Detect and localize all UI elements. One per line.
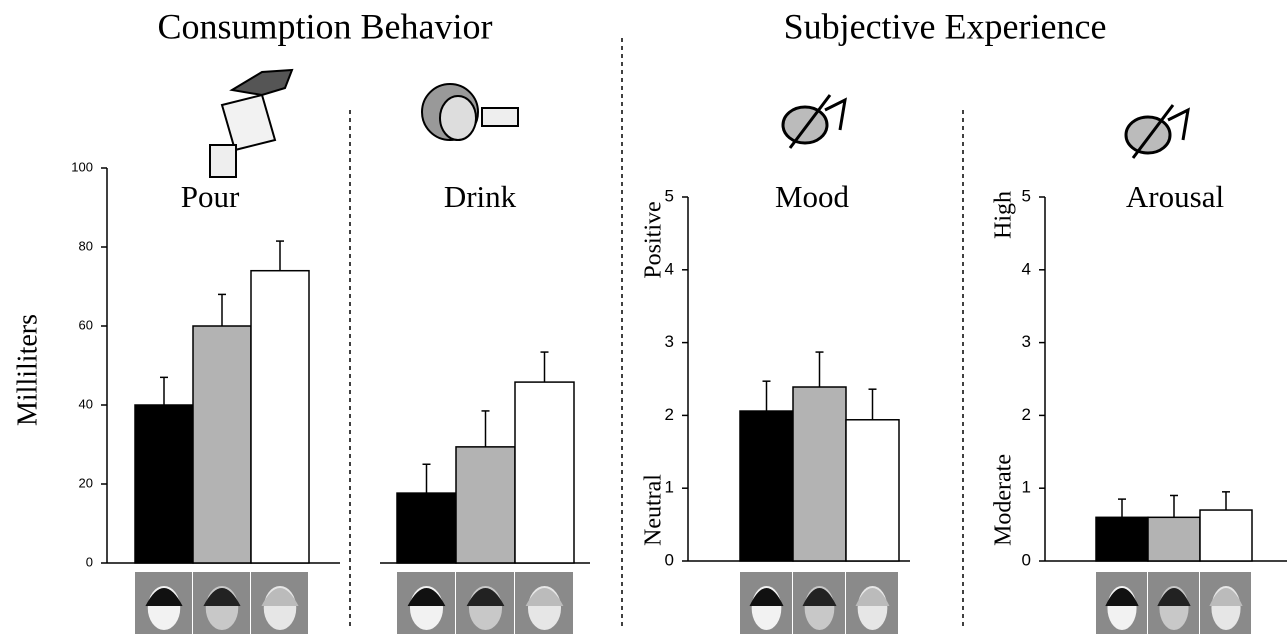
y-tick-label: 4: [665, 259, 674, 278]
y-tick-label: 3: [665, 332, 674, 351]
bar: [1095, 516, 1149, 562]
y-tick-label: 20: [79, 475, 93, 490]
y-tick-label: 40: [79, 396, 93, 411]
y-tick-label: 0: [86, 554, 93, 569]
pen-icon: [781, 94, 847, 149]
bar: [1199, 509, 1253, 562]
section-heading: Subjective Experience: [784, 6, 1107, 46]
bar: [845, 419, 900, 562]
bar: [1147, 516, 1201, 562]
hair: [407, 588, 446, 606]
hair: [802, 588, 837, 606]
bar: [792, 386, 847, 562]
bar: [250, 269, 310, 564]
bar: [396, 492, 457, 564]
y-tick-label: 80: [79, 238, 93, 253]
y-axis-label: Neutral: [641, 474, 667, 546]
y-axis-label: High: [991, 191, 1017, 239]
pour-icon: [209, 68, 294, 178]
panel-title: Arousal: [1126, 179, 1224, 214]
drink-icon: [421, 83, 519, 141]
y-tick-label: 2: [665, 405, 674, 424]
section-heading: Consumption Behavior: [158, 6, 493, 46]
y-tick-label: 5: [665, 186, 674, 205]
y-tick-label: 1: [1022, 478, 1031, 497]
y-axis-label: Moderate: [991, 454, 1017, 546]
y-tick-label: 100: [71, 159, 93, 174]
bar: [134, 404, 194, 564]
panel-title: Pour: [181, 179, 240, 214]
y-axis-label: Positive: [641, 201, 667, 278]
y-tick-label: 5: [1022, 186, 1031, 205]
hair: [855, 588, 890, 606]
y-tick-label: 2: [1022, 405, 1031, 424]
hair: [1209, 588, 1243, 606]
bar: [514, 381, 575, 564]
hair: [1157, 588, 1191, 606]
panel-title: Mood: [775, 179, 850, 214]
y-axis-label: Milliliters: [12, 314, 43, 426]
hair: [203, 588, 241, 606]
y-tick-label: 0: [665, 550, 674, 569]
y-tick-label: 1: [665, 478, 674, 497]
hair: [749, 588, 784, 606]
bar: [192, 325, 252, 564]
hair: [1105, 588, 1139, 606]
hair: [261, 588, 299, 606]
hair: [145, 588, 183, 606]
bar: [739, 410, 794, 562]
y-tick-label: 60: [79, 317, 93, 332]
y-tick-label: 0: [1022, 550, 1031, 569]
pen-icon: [1124, 104, 1190, 159]
panel-title: Drink: [444, 179, 517, 214]
y-tick-label: 4: [1022, 259, 1031, 278]
bar: [455, 446, 516, 564]
hair: [525, 588, 564, 606]
y-tick-label: 3: [1022, 332, 1031, 351]
hair: [466, 588, 505, 606]
